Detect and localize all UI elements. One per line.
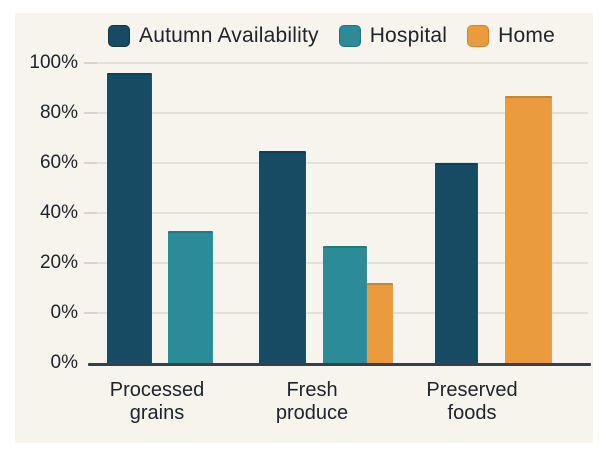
y-axis-label: 0% xyxy=(50,302,78,323)
x-axis-label: Preserved foods xyxy=(426,379,518,424)
legend-item-0: Autumn Availability xyxy=(108,24,319,48)
y-gridline xyxy=(97,62,588,64)
bar-home-fresh-produce xyxy=(367,283,393,365)
y-gridline xyxy=(97,112,588,114)
y-axis-label: 100% xyxy=(29,52,78,73)
legend-item-2: Home xyxy=(467,24,555,48)
y-gridline xyxy=(97,212,588,214)
legend-label: Home xyxy=(498,24,555,47)
bar-home-preserved-foods xyxy=(505,95,552,365)
y-axis-label: 80% xyxy=(39,102,78,123)
y-axis-tick xyxy=(84,262,97,264)
y-axis-label: 40% xyxy=(39,202,78,223)
y-axis-tick xyxy=(84,212,97,214)
legend-label: Hospital xyxy=(369,24,448,47)
x-axis-label: Processed grains xyxy=(109,379,205,424)
legend-label: Autumn Availability xyxy=(139,24,319,47)
y-axis-tick xyxy=(84,312,97,314)
x-axis-label: Fresh produce xyxy=(275,379,349,424)
bar-autumn-availability-fresh-produce xyxy=(259,150,306,365)
legend-item-1: Hospital xyxy=(338,24,448,48)
legend-swatch-icon xyxy=(338,25,361,47)
bar-hospital-processed-grains xyxy=(168,230,213,365)
y-gridline xyxy=(97,162,588,164)
y-axis-label: 0% xyxy=(50,352,78,373)
y-axis-label: 20% xyxy=(39,252,78,273)
bar-autumn-availability-preserved-foods xyxy=(435,163,478,365)
y-axis-tick xyxy=(84,62,97,64)
legend-swatch-icon xyxy=(467,25,490,47)
y-axis-tick xyxy=(84,112,97,114)
x-axis-line xyxy=(88,363,591,366)
y-axis-tick xyxy=(84,162,97,164)
chart-legend: Autumn Availability Hospital Home xyxy=(108,24,555,48)
legend-swatch-icon xyxy=(108,25,130,47)
bar-autumn-availability-processed-grains xyxy=(107,73,152,365)
bar-hospital-fresh-produce xyxy=(323,245,367,365)
y-axis-label: 60% xyxy=(39,152,78,173)
